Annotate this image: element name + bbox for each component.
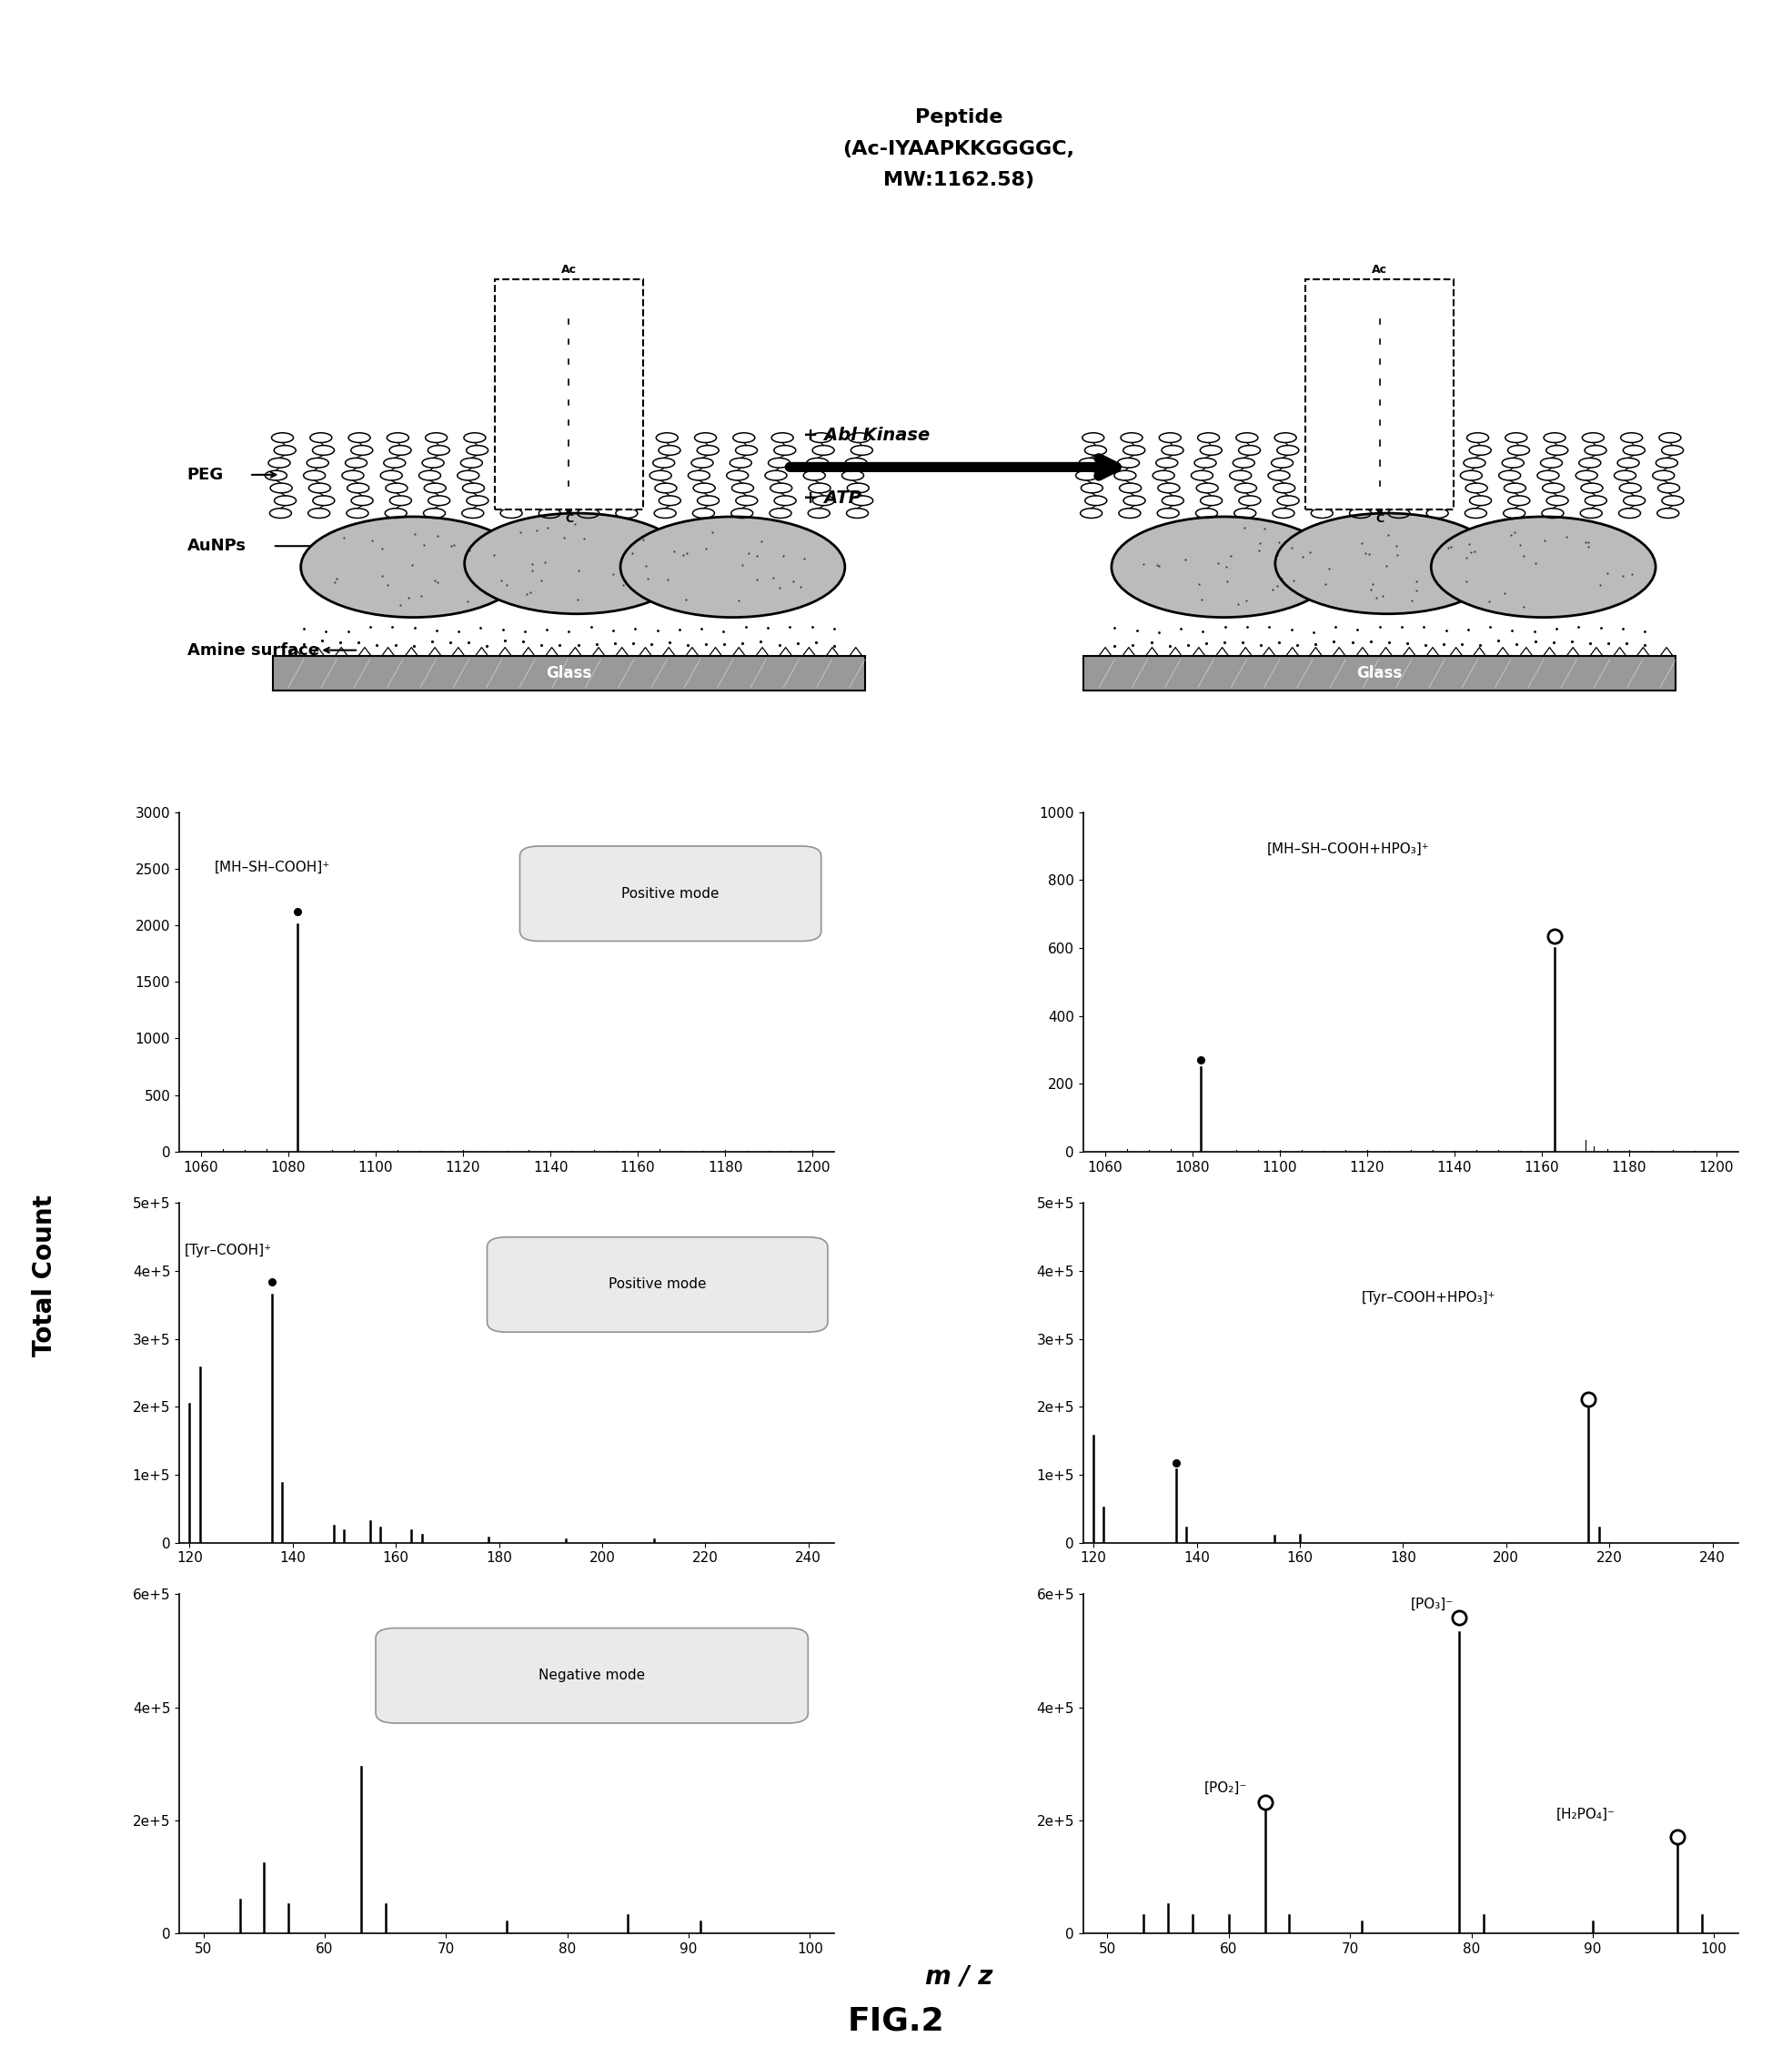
Circle shape xyxy=(1362,385,1396,399)
Circle shape xyxy=(552,323,586,339)
Circle shape xyxy=(552,304,586,319)
FancyBboxPatch shape xyxy=(1306,280,1453,510)
Text: [PO₃]⁻: [PO₃]⁻ xyxy=(1410,1598,1453,1611)
Circle shape xyxy=(552,364,586,381)
Text: FIG.2: FIG.2 xyxy=(848,2006,944,2036)
Circle shape xyxy=(1432,516,1656,617)
Text: [H₂PO₄]⁻: [H₂PO₄]⁻ xyxy=(1555,1808,1615,1823)
Circle shape xyxy=(301,516,525,617)
Circle shape xyxy=(552,385,586,399)
Circle shape xyxy=(1362,323,1396,339)
Circle shape xyxy=(1362,304,1396,319)
Circle shape xyxy=(1111,516,1337,617)
Text: PEG: PEG xyxy=(186,467,224,483)
FancyBboxPatch shape xyxy=(495,280,643,510)
Text: Positive mode: Positive mode xyxy=(622,887,719,901)
Circle shape xyxy=(552,446,586,461)
Circle shape xyxy=(1362,364,1396,381)
Circle shape xyxy=(1362,485,1396,502)
FancyBboxPatch shape xyxy=(1084,656,1676,691)
Text: [PO₂]⁻: [PO₂]⁻ xyxy=(1204,1781,1247,1796)
Circle shape xyxy=(552,465,586,481)
Text: Ac: Ac xyxy=(561,263,577,276)
Text: Total Count: Total Count xyxy=(32,1195,57,1356)
Text: m / z: m / z xyxy=(925,1964,993,1989)
Text: Glass: Glass xyxy=(547,664,591,681)
Circle shape xyxy=(620,516,844,617)
Circle shape xyxy=(552,344,586,360)
FancyBboxPatch shape xyxy=(376,1627,808,1724)
FancyBboxPatch shape xyxy=(520,845,821,942)
Text: C: C xyxy=(1376,512,1383,525)
Text: Glass: Glass xyxy=(1357,664,1403,681)
Text: [MH–SH–COOH]⁺: [MH–SH–COOH]⁺ xyxy=(213,860,330,874)
Circle shape xyxy=(1362,465,1396,481)
Circle shape xyxy=(1276,512,1500,613)
Text: (Ac-IYAAPKKGGGGC,: (Ac-IYAAPKKGGGGC, xyxy=(842,140,1075,158)
Text: Amine surface: Amine surface xyxy=(186,642,319,658)
Text: [MH–SH–COOH+HPO₃]⁺: [MH–SH–COOH+HPO₃]⁺ xyxy=(1267,843,1430,856)
FancyBboxPatch shape xyxy=(487,1236,828,1333)
Text: C: C xyxy=(564,512,573,525)
Text: Negative mode: Negative mode xyxy=(539,1668,645,1683)
FancyBboxPatch shape xyxy=(272,656,866,691)
Text: [Tyr–COOH+HPO₃]⁺: [Tyr–COOH+HPO₃]⁺ xyxy=(1362,1292,1496,1304)
Text: Peptide: Peptide xyxy=(916,109,1002,128)
Text: AuNPs: AuNPs xyxy=(186,537,246,553)
Text: Ac: Ac xyxy=(1373,263,1387,276)
Text: + Abl Kinase: + Abl Kinase xyxy=(803,428,930,444)
Text: [Tyr–COOH]⁺: [Tyr–COOH]⁺ xyxy=(185,1244,272,1257)
Circle shape xyxy=(552,426,586,440)
Circle shape xyxy=(552,405,586,420)
Circle shape xyxy=(1362,405,1396,420)
Text: Positive mode: Positive mode xyxy=(609,1277,706,1292)
Text: + ATP: + ATP xyxy=(803,490,860,508)
Circle shape xyxy=(1362,426,1396,440)
Circle shape xyxy=(552,485,586,502)
Circle shape xyxy=(464,512,688,613)
Circle shape xyxy=(1362,344,1396,360)
Text: MW:1162.58): MW:1162.58) xyxy=(883,171,1034,189)
Circle shape xyxy=(1362,446,1396,461)
